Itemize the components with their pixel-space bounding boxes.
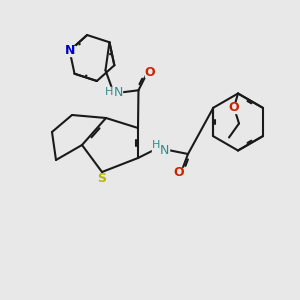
Bar (65, 46, 75, 56)
Text: O: O (145, 66, 155, 79)
Bar (152, 145, 169, 155)
Bar (229, 103, 239, 112)
Text: O: O (173, 167, 184, 179)
Text: O: O (229, 101, 239, 114)
Text: H: H (152, 140, 160, 150)
Text: S: S (98, 172, 106, 185)
Text: N: N (114, 86, 123, 99)
Bar (145, 67, 155, 77)
Text: N: N (159, 143, 169, 157)
Text: N: N (64, 44, 75, 57)
Bar (173, 168, 184, 178)
Bar (105, 87, 122, 98)
Bar (97, 175, 107, 184)
Text: H: H (105, 87, 114, 97)
